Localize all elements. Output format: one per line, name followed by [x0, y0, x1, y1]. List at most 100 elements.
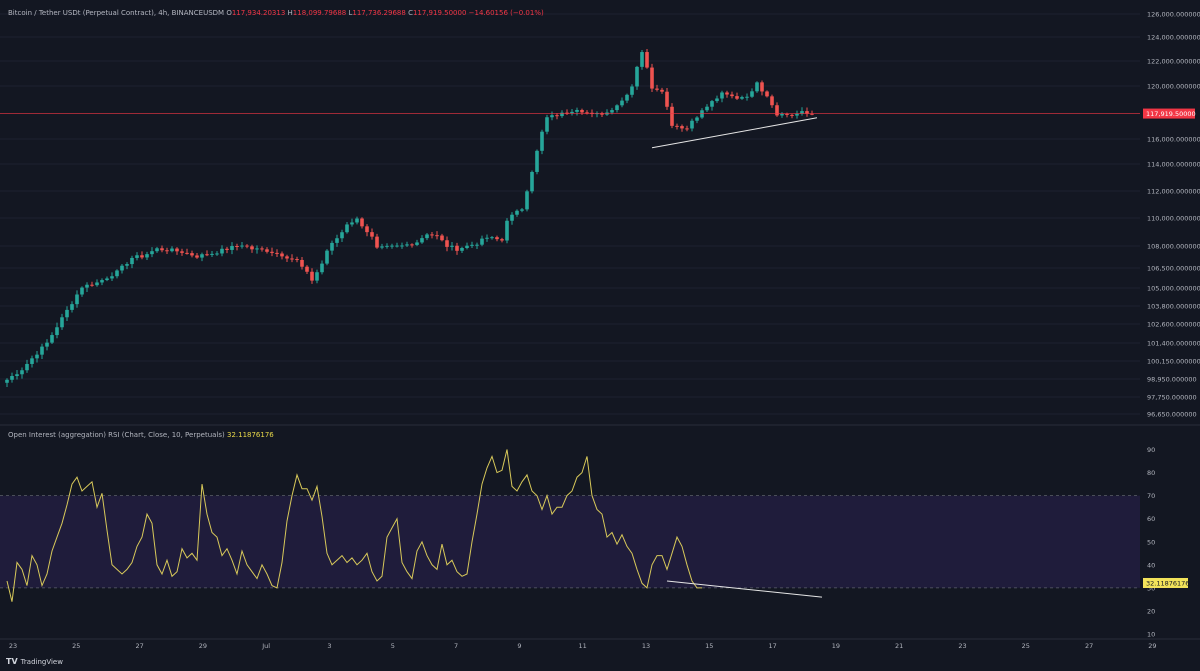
price-tick-label: 124,000.000000: [1147, 34, 1200, 42]
price-axis[interactable]: 126,000.000000 124,000.000000 122,000.0000…: [1143, 11, 1200, 419]
rsi-band: [0, 495, 1140, 588]
candle-body: [610, 110, 614, 113]
rsi-legend[interactable]: Open Interest (aggregation) RSI (Chart, …: [8, 431, 274, 439]
candle-body: [230, 246, 234, 250]
candle-body: [520, 209, 524, 211]
rsi-axis[interactable]: 90 80 70 60 50 40 30 20 10 32.11876176: [1143, 446, 1189, 639]
candle-body: [270, 251, 274, 253]
logo-text: TradingView: [20, 657, 63, 666]
price-tick-label: 98,950.000000: [1147, 376, 1197, 384]
price-tick-label: 116,000.000000: [1147, 136, 1200, 144]
price-tick-label: 106,500.000000: [1147, 265, 1200, 273]
candle-body: [545, 117, 549, 132]
rsi-tick-label: 40: [1147, 561, 1155, 569]
candle-body: [45, 342, 49, 347]
candle-body: [155, 248, 159, 252]
candle-body: [410, 244, 414, 246]
price-tick-label: 105,000.000000: [1147, 285, 1200, 293]
candle-body: [195, 255, 199, 258]
candle-body: [510, 214, 514, 221]
candle-body: [285, 256, 289, 259]
candle-body: [185, 252, 189, 254]
candle-body: [210, 253, 214, 255]
price-tick-label: 120,000.000000: [1147, 83, 1200, 91]
close-label: C: [408, 9, 413, 17]
symbol-legend[interactable]: Bitcoin / Tether USDt (Perpetual Contrac…: [8, 9, 544, 17]
candle-body: [645, 52, 649, 68]
candle-body: [35, 354, 39, 359]
time-tick-label: 25: [72, 642, 80, 650]
change-value: −14.60156 (−0.01%): [468, 9, 544, 17]
candle-body: [280, 253, 284, 257]
candle-body: [710, 101, 714, 107]
price-tick-label: 108,000.000000: [1147, 243, 1200, 251]
time-tick-label: 25: [1022, 642, 1030, 650]
rsi-tick-label: 60: [1147, 515, 1155, 523]
candle-body: [755, 82, 759, 92]
candle-body: [160, 248, 164, 251]
candle-body: [190, 253, 194, 256]
tradingview-icon: 𝗧𝗩: [6, 657, 18, 666]
candle-body: [75, 294, 79, 305]
candle-body: [20, 370, 24, 375]
candle-body: [60, 317, 64, 328]
candle-body: [215, 253, 219, 255]
candle-body: [375, 236, 379, 248]
last-price-label: 117,919.50000: [1146, 110, 1196, 118]
candle-body: [225, 248, 229, 250]
candle-body: [30, 358, 34, 364]
price-tick-label: 96,650.000000: [1147, 411, 1197, 419]
candle-body: [355, 218, 359, 223]
time-tick-label: 21: [895, 642, 903, 650]
support-trendline[interactable]: [651, 117, 818, 149]
candle-body: [810, 113, 814, 115]
time-tick-label: 17: [768, 642, 776, 650]
candle-body: [380, 246, 384, 248]
time-tick-label: 9: [517, 642, 521, 650]
high-label: H: [287, 9, 293, 17]
rsi-last-label: 32.11876176: [1146, 579, 1189, 587]
price-tick-label: 112,000.000000: [1147, 188, 1200, 196]
rsi-pane[interactable]: [0, 449, 1140, 602]
candle-body: [5, 379, 9, 383]
price-pane[interactable]: [0, 13, 1140, 415]
rsi-line: [6, 449, 702, 602]
candle-body: [390, 245, 394, 247]
candle-body: [485, 237, 489, 239]
price-tick-label: 100,150.000000: [1147, 358, 1200, 366]
candle-body: [220, 248, 224, 254]
time-axis[interactable]: 23 25 27 29 Jul 3 5 7 9 11 13 15 17 19 21 23 25 27 29: [9, 642, 1157, 650]
candle-body: [575, 109, 579, 112]
candle-body: [25, 363, 29, 371]
candle-body: [525, 191, 529, 210]
candle-body: [440, 235, 444, 241]
candle-body: [95, 282, 99, 286]
price-tick-label: 122,000.000000: [1147, 58, 1200, 66]
candle-body: [535, 150, 539, 172]
candle-body: [570, 111, 574, 114]
candle-body: [780, 113, 784, 116]
candle-body: [625, 94, 629, 101]
tradingview-logo[interactable]: 𝗧𝗩 TradingView: [6, 657, 63, 666]
candle-body: [530, 171, 534, 192]
candle-body: [550, 115, 554, 118]
open-label: O: [226, 9, 232, 17]
time-tick-label: 23: [9, 642, 17, 650]
candle-body: [435, 235, 439, 237]
candle-body: [740, 97, 744, 99]
candle-body: [725, 92, 729, 95]
candle-body: [705, 106, 709, 111]
candle-body: [730, 94, 734, 97]
candle-body: [420, 238, 424, 243]
candle-body: [630, 86, 634, 95]
price-tick-label: 102,600.000000: [1147, 321, 1200, 329]
open-value: 117,934.20313: [231, 9, 286, 17]
rsi-tick-label: 90: [1147, 446, 1155, 454]
rsi-trendline[interactable]: [666, 580, 823, 598]
candle-body: [90, 284, 94, 286]
low-label: L: [348, 9, 353, 17]
candle-body: [365, 226, 369, 233]
low-value: 117,736.29688: [352, 9, 406, 17]
candle-body: [460, 248, 464, 251]
